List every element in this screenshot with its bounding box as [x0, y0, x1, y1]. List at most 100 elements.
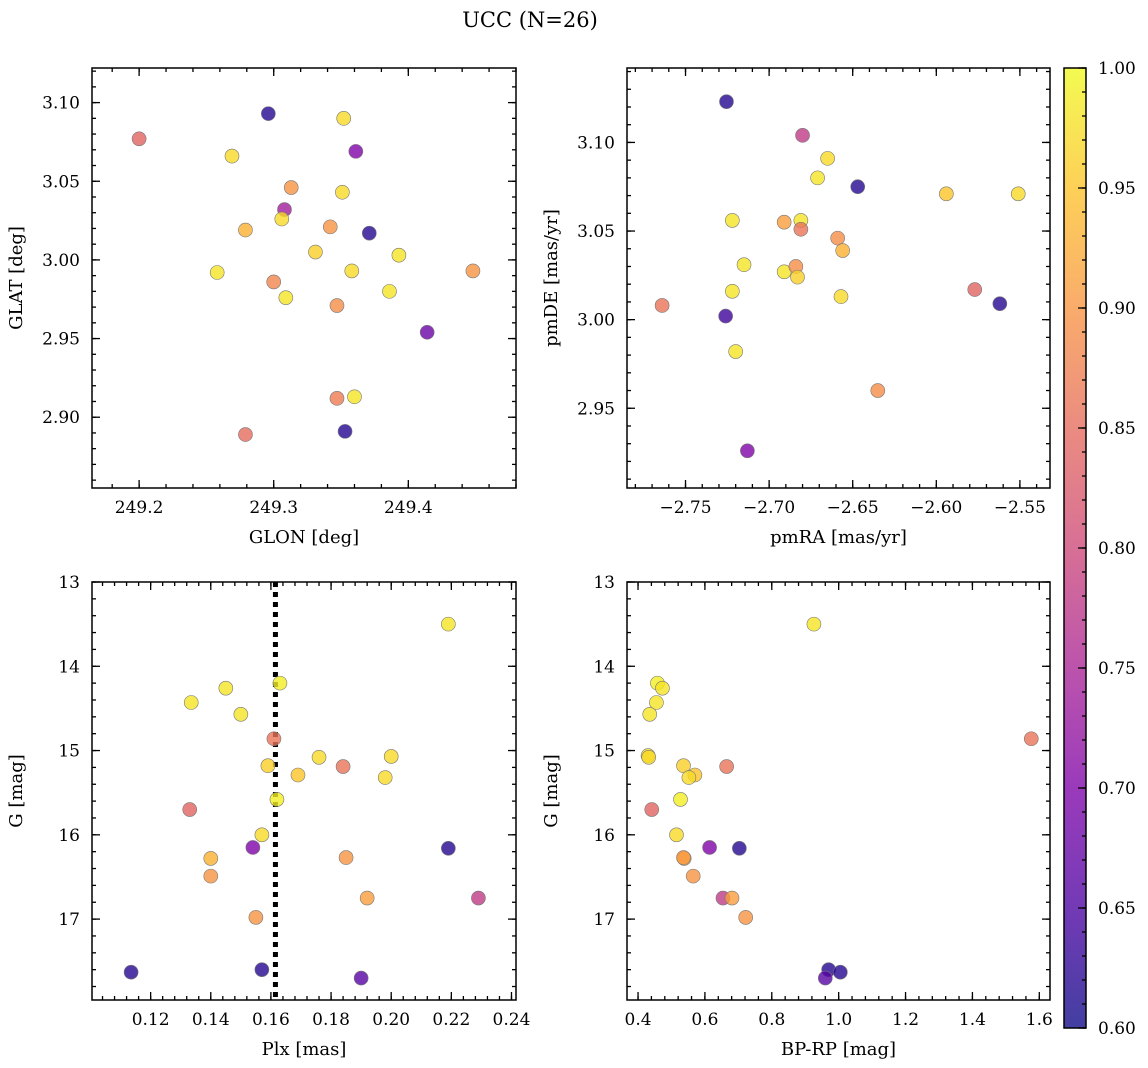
data-point: [269, 792, 285, 807]
data-point: [322, 219, 338, 235]
y-axis-label: G [mag]: [541, 754, 562, 827]
data-point: [719, 94, 734, 109]
data-point: [830, 230, 845, 246]
x-tick-label: 0.16: [252, 1010, 290, 1030]
y-axis-label: GLAT [deg]: [6, 226, 27, 330]
colorbar-tick-label: 0.85: [1098, 419, 1136, 439]
data-point: [348, 144, 364, 159]
x-tick-label: 0.12: [132, 1010, 170, 1030]
data-point: [238, 427, 253, 442]
y-tick-label: 3.05: [577, 222, 615, 242]
data-point: [1010, 186, 1026, 202]
y-axis-label: pmDE [mas/yr]: [541, 209, 562, 347]
data-point: [383, 749, 399, 764]
x-tick-label: 0.20: [372, 1010, 410, 1030]
minor-ticks: [92, 581, 516, 1000]
data-point: [681, 770, 697, 785]
data-point: [337, 424, 353, 439]
y-tick-label: 2.95: [42, 330, 80, 350]
data-point: [835, 243, 850, 258]
data-point: [183, 695, 199, 710]
x-tick-label: 0.14: [192, 1010, 230, 1030]
data-point: [833, 289, 849, 304]
minor-ticks: [92, 68, 517, 488]
data-point: [967, 282, 983, 297]
data-point: [725, 283, 740, 299]
colorbar-tick-label: 0.70: [1098, 779, 1136, 799]
data-point: [254, 962, 270, 977]
data-point: [353, 970, 369, 986]
y-tick-label: 17: [593, 910, 615, 930]
figure-title: UCC (N=26): [462, 8, 598, 32]
data-point: [311, 749, 327, 765]
data-point: [654, 298, 670, 313]
data-point: [203, 851, 219, 866]
data-point: [248, 910, 264, 925]
data-point: [224, 148, 240, 164]
data-point: [724, 890, 740, 906]
y-tick-label: 3.10: [577, 133, 615, 153]
panel-plx-g: 0.12 0.14 0.16 0.18 0.20 0.22 0.24 13 14 15 16 17 Pl…: [6, 573, 530, 1060]
data-point: [673, 792, 688, 807]
data-point: [308, 244, 323, 260]
x-tick-label: 0.8: [758, 1010, 785, 1030]
data-point: [732, 841, 747, 856]
data-layer: [123, 582, 486, 1000]
data-point: [329, 298, 345, 313]
data-layer: [640, 616, 1039, 986]
x-tick-label: −2.65: [827, 498, 879, 518]
axes-frame: [91, 67, 517, 489]
panel-pmra-pmde: −2.75 −2.70 −2.65 −2.60 −2.55 2.95 3.00 3.05 3.1…: [541, 67, 1051, 548]
data-point: [274, 211, 290, 227]
y-tick-label: 15: [593, 742, 615, 762]
x-tick-label: 1.6: [1026, 1010, 1053, 1030]
x-tick-label: 249.4: [384, 498, 433, 518]
colorbar-tick-label: 0.60: [1098, 1019, 1136, 1039]
data-point: [793, 221, 809, 237]
data-point: [344, 263, 360, 279]
y-tick-label: 2.90: [42, 408, 80, 428]
data-layer: [654, 94, 1026, 459]
data-point: [850, 179, 866, 195]
data-point: [278, 290, 294, 305]
y-tick-label: 15: [58, 742, 80, 762]
data-point: [377, 770, 393, 785]
y-tick-label: 3.00: [577, 311, 615, 331]
data-point: [740, 443, 755, 459]
axes-frame: [626, 581, 1051, 1001]
data-point: [209, 265, 225, 280]
x-tick-label: 1.2: [892, 1010, 919, 1030]
data-point: [290, 767, 306, 783]
data-point: [669, 827, 684, 843]
data-point: [260, 758, 276, 774]
data-point: [1023, 731, 1039, 747]
axes-frame: [91, 581, 517, 1001]
data-point: [649, 695, 664, 710]
data-point: [272, 675, 288, 691]
colorbar: 0.60 0.65 0.70 0.75 0.80 0.85 0.90 0.95 1.00: [1063, 59, 1136, 1039]
data-point: [335, 759, 351, 774]
data-point: [655, 680, 670, 696]
panel-bprp-g: 0.4 0.6 0.8 1.0 1.2 1.4 1.6 13 14 15 16 17 BP-RP [ma…: [541, 573, 1053, 1060]
data-point: [338, 850, 354, 865]
y-tick-label: 16: [593, 826, 615, 846]
x-tick-label: 249.2: [115, 498, 164, 518]
x-tick-label: 1.0: [825, 1010, 852, 1030]
minor-ticks: [627, 581, 1050, 1000]
data-point: [870, 383, 886, 398]
data-point: [795, 128, 810, 143]
data-point: [261, 106, 276, 121]
colorbar-tick-label: 1.00: [1098, 59, 1136, 79]
y-tick-label: 14: [593, 657, 615, 677]
data-point: [738, 910, 754, 925]
data-point: [685, 868, 701, 884]
y-tick-label: 3.05: [42, 172, 80, 192]
data-point: [790, 269, 805, 285]
colorbar-tick-label: 0.75: [1098, 659, 1136, 679]
x-axis-label: Plx [mas]: [262, 1039, 347, 1060]
axes-frame: [626, 67, 1051, 489]
data-point: [335, 184, 350, 200]
data-point: [123, 964, 139, 980]
y-tick-label: 3.10: [42, 94, 80, 114]
